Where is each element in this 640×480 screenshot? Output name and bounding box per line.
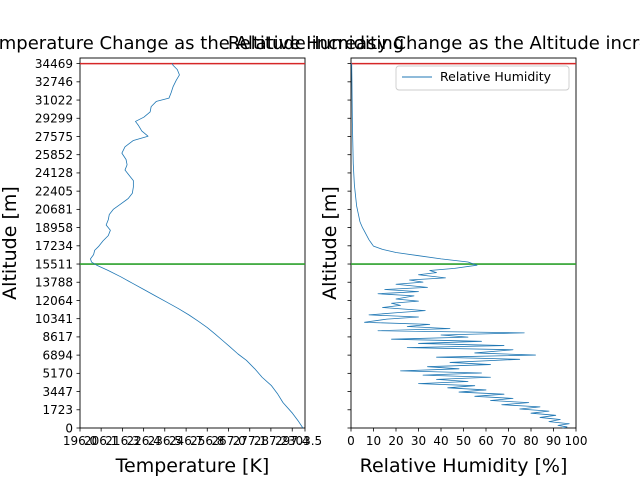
- temperature-y-tick-label: 15511: [35, 257, 73, 271]
- temperature-y-tick-label: 31022: [35, 93, 73, 107]
- temperature-x-tick-label: 297.4: [275, 434, 309, 448]
- temperature-chart-panel: Temperature Change as the Altitude incre…: [0, 33, 404, 477]
- temperature-x-tick-label: 216.3: [105, 434, 139, 448]
- temperature-y-tick-label: 12064: [35, 294, 73, 308]
- humidity-x-tick-label: 0: [347, 434, 355, 448]
- temperature-series-group: [90, 63, 304, 429]
- temperature-x-tick-label: 256.8: [190, 434, 224, 448]
- temperature-x-tick-label: 267.0: [211, 434, 245, 448]
- humidity-x-tick-label: 70: [501, 434, 516, 448]
- temperature-y-tick-label: 34469: [35, 57, 73, 71]
- temperature-x-tick-label: 226.4: [126, 434, 160, 448]
- temperature-y-tick-label: 29299: [35, 112, 73, 126]
- temperature-x-tick-label: 277.1: [233, 434, 267, 448]
- temperature-y-tick-label: 13788: [35, 276, 73, 290]
- temperature-y-tick-label: 27575: [35, 130, 73, 144]
- humidity-reference-lines: [351, 62, 576, 265]
- legend-entry-relative-humidity: Relative Humidity: [440, 69, 552, 84]
- temperature-axis-ticks: 196.0206.1216.3226.4236.5246.7256.8267.0…: [35, 57, 322, 448]
- temperature-y-tick-label: 22405: [35, 184, 73, 198]
- chart-legend: Relative Humidity: [395, 65, 570, 91]
- humidity-x-tick-label: 20: [388, 434, 403, 448]
- humidity-chart-title: Relative Humidity Change as the Altitude…: [228, 33, 640, 54]
- temperature-y-tick-label: 18958: [35, 221, 73, 235]
- temperature-y-tick-label: 8617: [42, 330, 73, 344]
- humidity-x-axis-label: Relative Humidity [%]: [360, 455, 568, 477]
- temperature-y-tick-label: 0: [65, 421, 73, 435]
- humidity-x-tick-label: 10: [366, 434, 381, 448]
- humidity-x-tick-label: 40: [433, 434, 448, 448]
- temperature-x-tick-label: 196.0: [63, 434, 97, 448]
- temperature-y-tick-label: 6894: [42, 348, 73, 362]
- humidity-x-tick-label: 30: [411, 434, 426, 448]
- temperature-x-tick-label: 287.2: [254, 434, 288, 448]
- temperature-reference-lines: [80, 62, 305, 265]
- temperature-x-axis-label: Temperature [K]: [115, 455, 270, 477]
- humidity-chart-panel: Relative Humidity Change as the Altitude…: [228, 33, 640, 477]
- temperature-y-tick-label: 5170: [42, 367, 73, 381]
- temperature-x-tick-label: 246.7: [169, 434, 203, 448]
- legend-frame: [395, 65, 570, 91]
- temperature-y-tick-label: 1723: [42, 403, 73, 417]
- humidity-x-tick-label: 80: [523, 434, 538, 448]
- temperature-x-tick-label: 236.5: [148, 434, 182, 448]
- temperature-y-tick-label: 17234: [35, 239, 73, 253]
- temperature-y-tick-label: 24128: [35, 166, 73, 180]
- humidity-series-line: [351, 63, 570, 429]
- temperature-y-tick-label: 20681: [35, 203, 73, 217]
- temperature-y-tick-label: 32746: [35, 75, 73, 89]
- humidity-x-tick-label: 100: [565, 434, 588, 448]
- temperature-y-tick-label: 25852: [35, 148, 73, 162]
- humidity-x-tick-label: 60: [478, 434, 493, 448]
- humidity-y-axis-label: Altitude [m]: [319, 186, 341, 300]
- temperature-y-tick-label: 10341: [35, 312, 73, 326]
- humidity-axis-ticks: 0 10 20 30 40 50 60 70 80 90 100: [347, 63, 588, 448]
- temperature-x-tick-label: 206.1: [84, 434, 118, 448]
- humidity-x-tick-label: 50: [456, 434, 471, 448]
- temperature-y-tick-label: 3447: [42, 385, 73, 399]
- temperature-plot-area: [79, 57, 306, 429]
- temperature-series-line: [90, 63, 304, 429]
- humidity-x-tick-label: 90: [546, 434, 561, 448]
- temperature-chart-title: Temperature Change as the Altitude incre…: [0, 33, 404, 54]
- humidity-series-group: [351, 63, 570, 429]
- temperature-x-tick-label: 303.5: [288, 434, 322, 448]
- temperature-y-axis-label: Altitude [m]: [0, 186, 21, 300]
